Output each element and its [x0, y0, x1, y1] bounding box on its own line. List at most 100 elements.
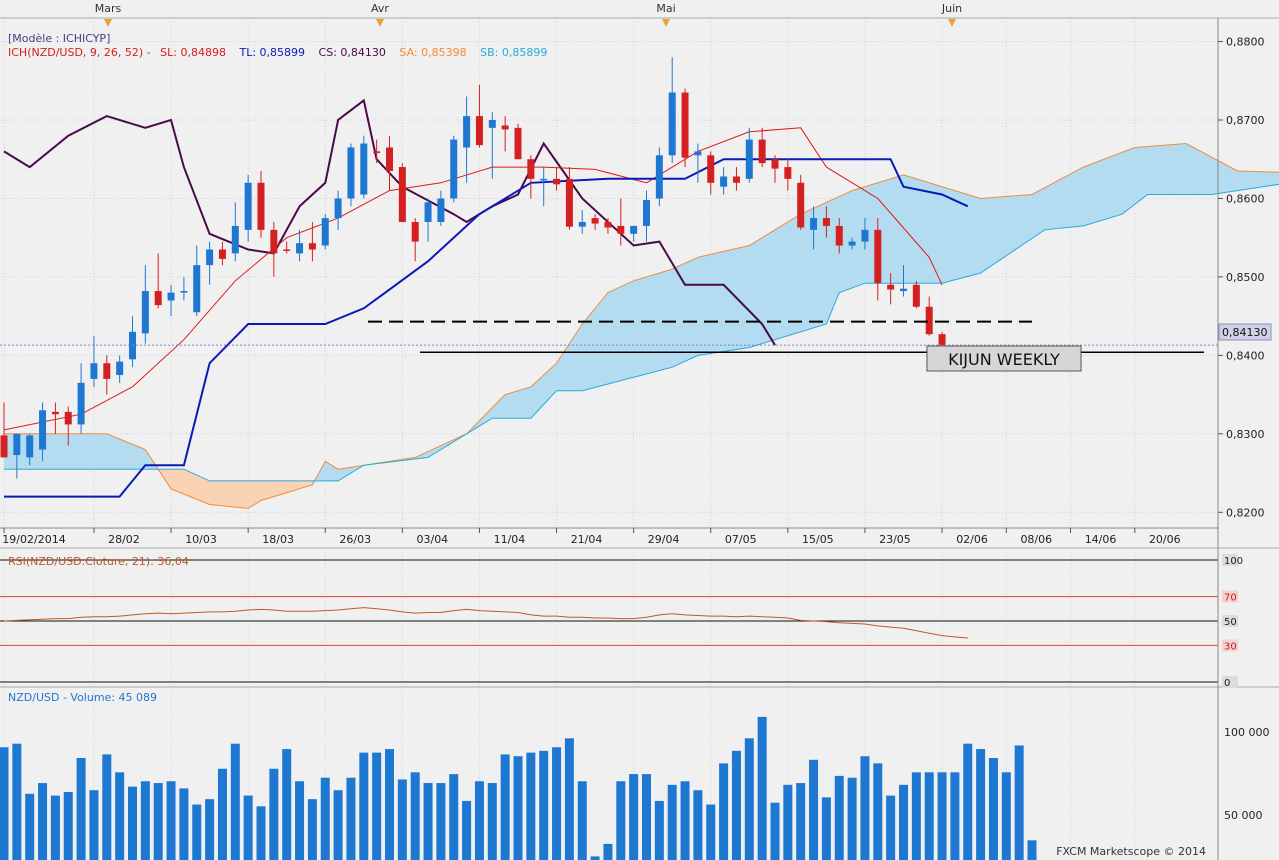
date-tick-label: 19/02/2014 — [2, 533, 65, 546]
candle-body — [90, 363, 98, 379]
cloud-segment — [1089, 161, 1097, 225]
cloud-segment — [1083, 164, 1091, 227]
candle-body — [167, 292, 175, 301]
cloud-segment — [1070, 170, 1078, 228]
cloud-segment — [935, 184, 943, 284]
cloud-segment — [922, 180, 930, 284]
candle-body — [257, 182, 265, 230]
volume-bar — [642, 774, 651, 860]
candle-body — [231, 225, 239, 254]
cloud-segment — [74, 433, 82, 470]
cloud-segment — [241, 480, 249, 509]
cloud-segment — [1256, 171, 1264, 188]
cloud-segment — [1218, 160, 1225, 194]
candle-body — [463, 116, 471, 148]
cloud-segment — [704, 254, 711, 355]
candle-body — [13, 433, 21, 456]
volume-bar — [654, 800, 664, 860]
volume-bar — [577, 781, 587, 860]
volume-bar — [89, 790, 99, 860]
cloud-segment — [633, 278, 641, 378]
volume-bar — [397, 779, 407, 860]
cloud-segment — [1102, 156, 1110, 221]
kijun-line — [4, 158, 969, 498]
cloud-segment — [941, 186, 949, 284]
date-tick-label: 26/03 — [339, 533, 371, 546]
cloud-segment — [787, 217, 795, 337]
candle-body — [64, 411, 72, 425]
date-axis: 19/02/2014 28/02 10/03 18/03 26/03 03/04 11/04… — [2, 528, 1181, 546]
candle-body — [758, 139, 766, 164]
candle-body — [874, 229, 882, 284]
cloud-segment — [890, 176, 898, 284]
volume-bar — [731, 750, 741, 860]
cloud-segment — [755, 237, 763, 346]
cloud-segment — [768, 229, 776, 342]
volume-bar — [834, 775, 844, 860]
price-tick-label: 0,8700 — [1226, 114, 1265, 127]
month-marker — [662, 19, 670, 27]
candle-body — [681, 92, 689, 158]
volume-tick: 50 000 — [1224, 809, 1263, 822]
candle-body — [501, 125, 509, 130]
footer-credit: FXCM Marketscope © 2014 — [1056, 845, 1206, 858]
volume-bar — [770, 802, 780, 860]
cloud-segment — [1185, 143, 1193, 195]
cloud-segment — [646, 274, 654, 375]
cloud-segment — [639, 276, 647, 376]
cloud-segment — [1160, 144, 1168, 195]
cloud-segment — [1230, 167, 1238, 192]
cloud-segment — [119, 438, 127, 470]
month-label: Mars — [95, 2, 122, 15]
ichimoku-cloud — [3, 143, 1279, 509]
rsi-axis: 100 70 50 30 0 — [1222, 554, 1243, 689]
volume-bar — [217, 768, 227, 860]
date-tick-label: 02/06 — [956, 533, 988, 546]
candle-body — [206, 249, 214, 266]
volume-bar — [847, 777, 857, 860]
date-tick-label: 07/05 — [725, 533, 757, 546]
cloud-segment — [607, 289, 615, 385]
cloud-segment — [1192, 146, 1200, 195]
cloud-segment — [1018, 194, 1026, 248]
rsi-level-tag — [1222, 676, 1238, 688]
candle-body — [604, 222, 612, 228]
volume-bar — [564, 738, 574, 860]
candle-body — [694, 151, 702, 156]
date-tick-label: 18/03 — [262, 533, 294, 546]
candle-body — [630, 225, 638, 234]
cloud-segment — [106, 433, 114, 470]
senkou-a-line — [4, 142, 1279, 509]
date-tick-label: 11/04 — [494, 533, 526, 546]
kijun-weekly-label: KIJUN WEEKLY — [948, 350, 1060, 369]
cs-label: CS: 0,84130 — [319, 46, 386, 59]
cloud-segment — [235, 480, 242, 509]
cloud-segment — [1025, 194, 1033, 244]
date-tick-label: 08/06 — [1020, 533, 1052, 546]
candle-body — [321, 218, 329, 246]
cloud-segment — [196, 474, 204, 503]
cloud-segment — [973, 196, 981, 276]
cloud-segment — [948, 188, 956, 282]
cloud-segment — [209, 480, 217, 506]
price-tick-label: 0,8800 — [1226, 36, 1265, 49]
price-axis: 0,8800 0,8700 0,8600 0,8500 0,8400 0,8300 0,82… — [1218, 36, 1265, 519]
volume-bar — [526, 752, 536, 860]
candle-body — [540, 178, 548, 181]
rsi-level-label: 30 — [1224, 641, 1237, 652]
current-price-tag — [1218, 323, 1272, 341]
rsi-level-label: 50 — [1224, 617, 1237, 628]
cloud-segment — [48, 433, 56, 470]
month-label: Juin — [941, 2, 962, 15]
volume-bar — [0, 747, 9, 860]
volume-bar — [603, 843, 613, 860]
candle-body — [578, 222, 586, 227]
volume-bar — [192, 804, 202, 860]
candle-body — [51, 411, 59, 415]
candle-body — [283, 249, 291, 251]
candle-body — [244, 182, 252, 230]
candle-body — [565, 178, 573, 227]
cloud-segment — [832, 196, 840, 309]
